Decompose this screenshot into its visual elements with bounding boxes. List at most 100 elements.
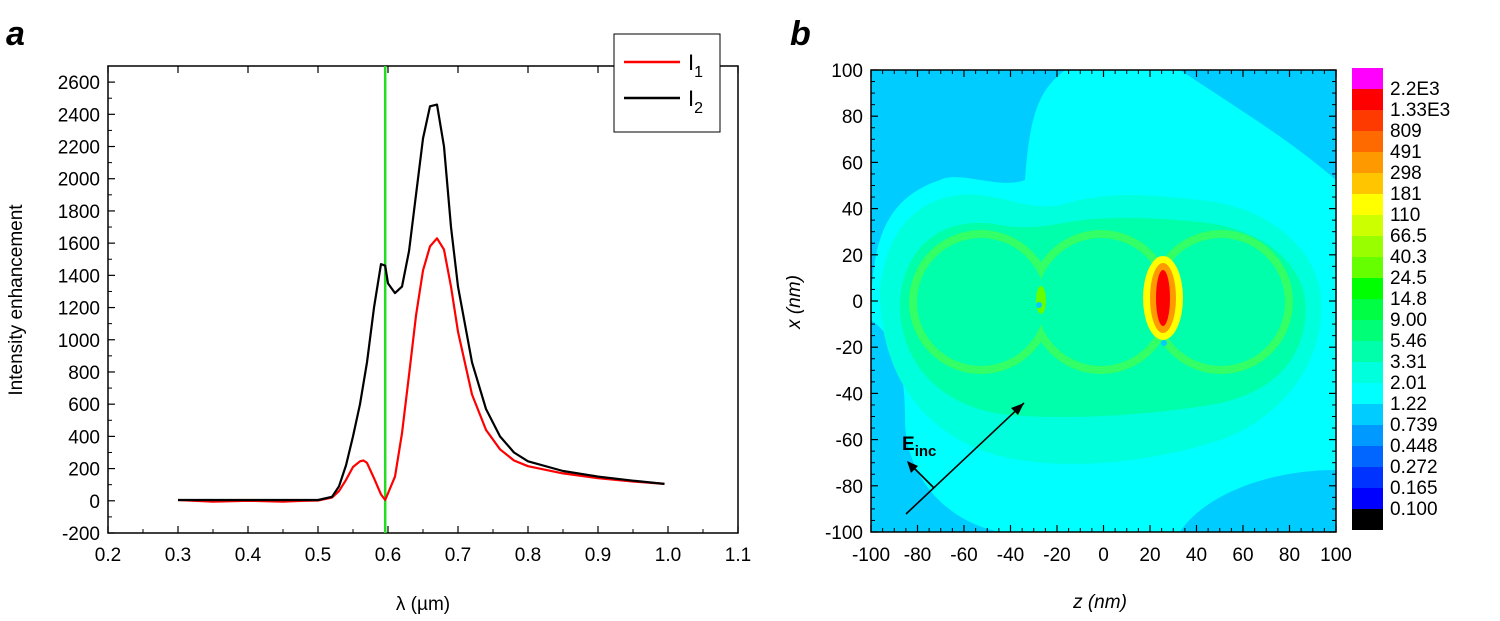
- y-tick-label: 0: [89, 492, 100, 513]
- x-tick-label: 0.2: [95, 545, 121, 566]
- y-tick-label: -20: [836, 338, 863, 359]
- y-tick-label: 100: [831, 61, 863, 82]
- series-line-I2: [178, 103, 665, 502]
- y-tick-label: 1400: [58, 266, 100, 287]
- colorbar-swatch: [1352, 173, 1383, 194]
- x-tick-label: -60: [950, 545, 977, 566]
- sphere-middle: [1037, 238, 1165, 366]
- y-tick-label: 2600: [58, 73, 100, 94]
- y-tick-label: 600: [68, 395, 100, 416]
- colorbar-swatch: [1352, 278, 1383, 299]
- hotspot-core: [1156, 270, 1170, 326]
- colorbar-swatch: [1352, 362, 1383, 383]
- propagation-arrow: [905, 402, 1025, 515]
- x-tick-label: 0.3: [165, 545, 191, 566]
- colorbar-swatch: [1352, 488, 1383, 509]
- y-tick-label: -100: [825, 523, 863, 544]
- colorbar-swatch: [1352, 152, 1383, 173]
- y-tick-label: -60: [836, 431, 863, 452]
- colorbar-label: 3.31: [1390, 352, 1427, 373]
- colorbar-label: 110: [1390, 205, 1420, 226]
- x-tick-label: 0.4: [235, 545, 262, 566]
- y-tick-label: 60: [842, 153, 863, 174]
- y-axis-label: x (nm): [784, 275, 805, 330]
- colorbar-label: 0.100: [1390, 499, 1438, 520]
- panel-b-label: b: [790, 15, 811, 53]
- x-tick-label: -100: [852, 545, 890, 566]
- x-tick-label: 1.0: [655, 545, 681, 566]
- y-tick-label: 400: [68, 427, 100, 448]
- panel-a-label: a: [6, 15, 25, 53]
- colorbar-label: 24.5: [1390, 268, 1427, 289]
- y-axis-ticks: -100 -80 -60 -40 -20 0 20 40 60 80 100: [825, 61, 1336, 544]
- colorbar-swatch: [1352, 299, 1383, 320]
- legend-box: [613, 33, 721, 133]
- x-tick-label: 0: [1098, 545, 1109, 566]
- incident-field-label: Einc: [902, 434, 936, 460]
- x-tick-label: 0.9: [585, 545, 611, 566]
- y-tick-label: 1800: [58, 202, 100, 223]
- y-tick-label: 20: [842, 246, 863, 267]
- propagation-arrowhead: [1011, 403, 1024, 415]
- colorbar-label: 1.22: [1390, 394, 1427, 415]
- x-axis-label: z (nm): [1072, 592, 1127, 613]
- panel-a: a 0.2 0.3 0.4 0.5 0.6 0.7 0.8 0.9 1.0 1.1 -200 0 20…: [6, 15, 751, 615]
- colorbar-label: 66.5: [1390, 226, 1427, 247]
- x-tick-label: 80: [1279, 545, 1300, 566]
- legend-label: I1: [688, 50, 703, 81]
- colorbar-swatch: [1352, 110, 1383, 131]
- colorbar-label: 2.01: [1390, 373, 1427, 394]
- colorbar-swatch: [1352, 257, 1383, 278]
- series-line-I1: [177, 237, 665, 503]
- y-tick-label: 1600: [58, 234, 100, 255]
- x-tick-label: -20: [1043, 545, 1070, 566]
- y-tick-label: 200: [68, 460, 100, 481]
- x-tick-label: 0.6: [375, 545, 401, 566]
- y-tick-label: -80: [836, 477, 863, 498]
- y-tick-label: 0: [852, 292, 863, 313]
- y-tick-label: 1200: [58, 299, 100, 320]
- x-tick-label: 0.5: [305, 545, 331, 566]
- node-left: [1036, 302, 1042, 308]
- y-tick-label: 80: [842, 107, 863, 128]
- colorbar-swatch: [1352, 467, 1383, 488]
- colorbar-label: 9.00: [1390, 310, 1427, 331]
- x-tick-label: -80: [904, 545, 931, 566]
- x-tick-label: 40: [1186, 545, 1207, 566]
- colorbar-label: 298: [1390, 163, 1422, 184]
- x-axis-ticks: -100 -80 -60 -40 -20 0 20 40 60 80 100: [852, 70, 1352, 566]
- colorbar-label: 1.33E3: [1390, 100, 1450, 121]
- series-lines: [177, 103, 665, 503]
- legend-label: I2: [688, 86, 703, 117]
- x-tick-label: -40: [997, 545, 1024, 566]
- y-axis-ticks: -200 0 200 400 600 800 1000 1200 1400 1600 1800 200…: [58, 73, 115, 545]
- sphere-right: [1157, 238, 1285, 366]
- node-right: [1161, 340, 1167, 346]
- x-tick-label: 20: [1139, 545, 1160, 566]
- colorbar: 2.2E31.33E380949129818111066.540.324.514…: [1352, 68, 1450, 530]
- colorbar-swatch: [1352, 68, 1383, 89]
- polarization-arrowhead: [907, 461, 918, 473]
- colorbar-swatch: [1352, 509, 1383, 530]
- colorbar-swatch: [1352, 383, 1383, 404]
- colorbar-label: 0.739: [1390, 415, 1438, 436]
- colorbar-swatch: [1352, 215, 1383, 236]
- y-tick-label: -40: [836, 384, 863, 405]
- colorbar-label: 0.448: [1390, 436, 1438, 457]
- x-tick-label: 1.1: [725, 545, 751, 566]
- y-tick-label: 40: [842, 200, 863, 221]
- colorbar-swatch: [1352, 341, 1383, 362]
- gap-left-field: [1036, 286, 1046, 314]
- x-axis-ticks: 0.2 0.3 0.4 0.5 0.6 0.7 0.8 0.9 1.0 1.1: [95, 66, 751, 566]
- y-tick-label: 2200: [58, 138, 100, 159]
- heatmap-field: [871, 70, 1336, 532]
- y-tick-label: 800: [68, 363, 100, 384]
- x-tick-label: 0.8: [515, 545, 541, 566]
- colorbar-label: 0.272: [1390, 457, 1438, 478]
- colorbar-label: 181: [1390, 184, 1422, 205]
- colorbar-label: 5.46: [1390, 331, 1427, 352]
- x-tick-label: 100: [1320, 545, 1352, 566]
- colorbar-label: 2.2E3: [1390, 79, 1440, 100]
